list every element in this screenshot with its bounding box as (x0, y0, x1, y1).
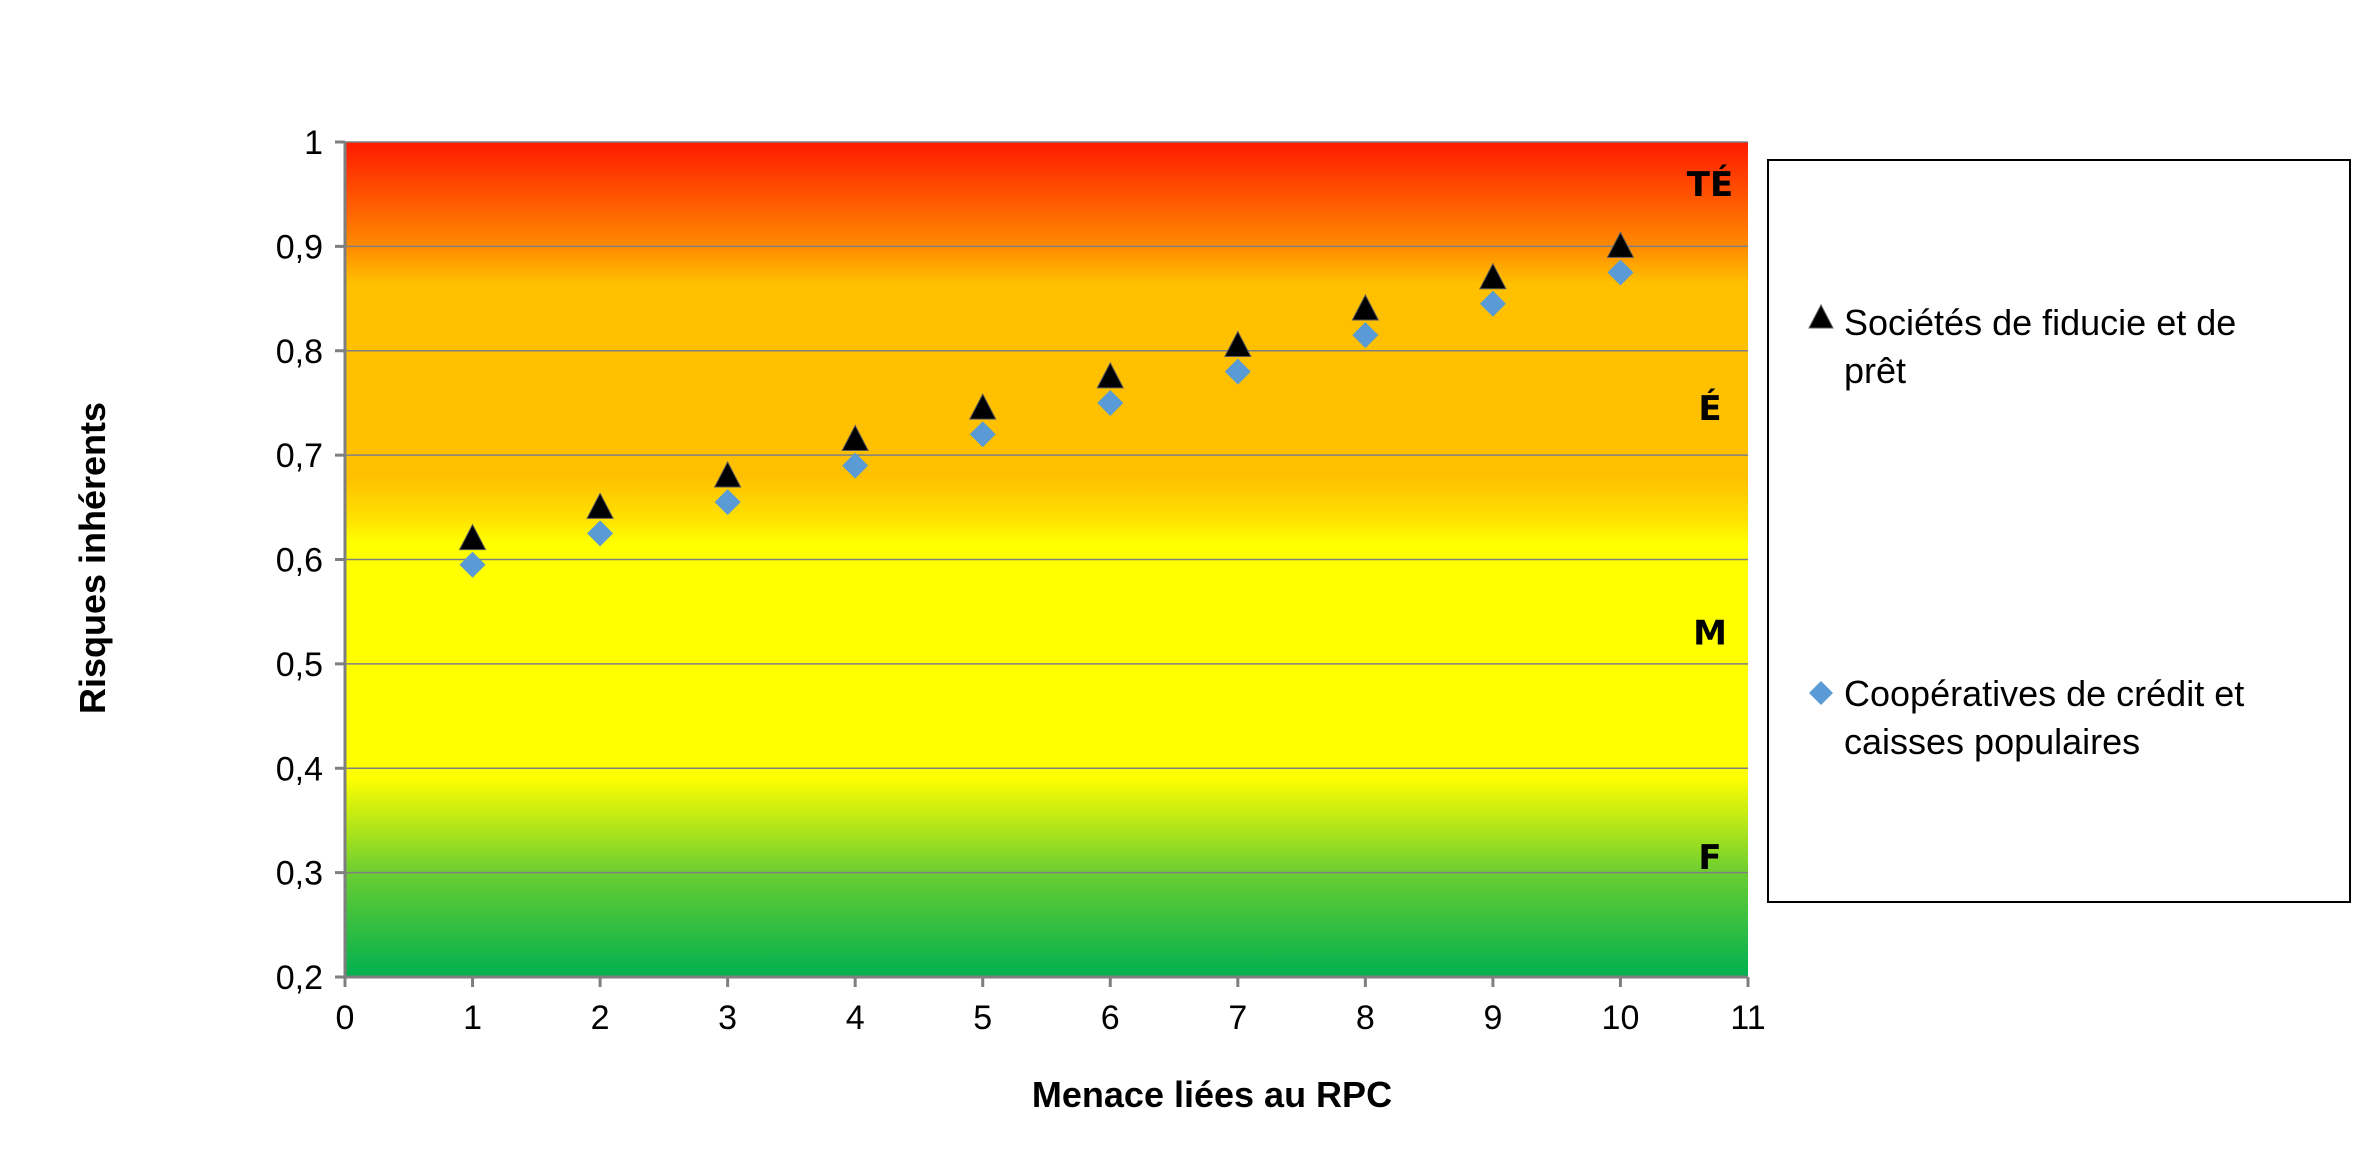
zone-label: M (1693, 614, 1727, 654)
zone-label: É (1698, 388, 1721, 429)
series-2-point (1352, 322, 1379, 349)
legend-box (1767, 159, 2351, 903)
zone-label: TÉ (1687, 164, 1733, 205)
series-2-point (587, 520, 614, 547)
x-tick-label: 1 (463, 999, 482, 1037)
grid-lines (345, 141, 1748, 874)
series-2-point (842, 452, 869, 479)
y-tick-label: 1 (304, 124, 323, 162)
x-tick-label: 8 (1356, 999, 1375, 1037)
y-tick-label: 0,8 (276, 333, 323, 371)
series-1-point (968, 393, 997, 420)
series-1-point (1606, 231, 1635, 258)
y-tick-label: 0,4 (276, 750, 323, 788)
y-ticks: 0,2 0,3 0,4 0,5 0,6 0,7 0,8 0,9 1 (276, 124, 345, 997)
x-tick-label: 5 (973, 999, 992, 1037)
y-tick-label: 0,2 (276, 959, 323, 997)
series-1-point (841, 424, 870, 451)
y-tick-label: 0,5 (276, 646, 323, 684)
x-ticks: 0 1 2 3 4 5 6 7 8 9 10 11 (336, 977, 1766, 1037)
series-1-point (586, 492, 614, 519)
series-2-point (714, 489, 741, 516)
x-tick-label: 10 (1602, 999, 1640, 1037)
legend-triangle-marker (1808, 303, 1834, 329)
y-tick-label: 0,9 (276, 228, 323, 266)
series-layer (458, 231, 1635, 578)
y-tick-label: 0,7 (276, 437, 323, 475)
x-tick-label: 0 (336, 999, 355, 1037)
legend-diamond-marker (1809, 681, 1833, 705)
x-tick-label: 4 (846, 999, 865, 1037)
x-tick-label: 6 (1101, 999, 1120, 1037)
legend-series-2-line-2: caisses populaires (1844, 721, 2140, 762)
x-tick-label: 2 (591, 999, 610, 1037)
y-tick-label: 0,6 (276, 542, 323, 580)
series-1-point (1223, 330, 1252, 358)
legend-series-1-line-1: Sociétés de fiducie et de (1844, 302, 2236, 343)
series-2-point (1479, 290, 1506, 317)
legend-series-1-line-2: prêt (1844, 350, 1906, 391)
series-1-point (458, 523, 487, 551)
legend-series-2-line-1: Coopératives de crédit et (1844, 673, 2244, 714)
x-tick-label: 3 (718, 999, 737, 1037)
y-tick-label: 0,3 (276, 855, 323, 893)
x-axis-title: Menace liées au RPC (1032, 1074, 1392, 1115)
series-1-point (1479, 262, 1507, 290)
x-tick-label: 7 (1228, 999, 1247, 1037)
x-tick-label: 9 (1483, 999, 1502, 1037)
x-tick-label: 11 (1730, 999, 1765, 1037)
series-2-point (459, 551, 486, 578)
y-axis-title: Risques inhérents (72, 402, 113, 714)
series-2-point (969, 421, 996, 448)
zone-labels: TÉ É M F (1687, 164, 1733, 878)
legend: Sociétés de fiducie et de prêt Coopérati… (1767, 159, 2351, 903)
series-1-point (1096, 361, 1125, 389)
zone-label: F (1698, 838, 1721, 878)
series-2-point (1224, 358, 1251, 385)
series-1-point (713, 460, 742, 488)
series-2-point (1097, 389, 1124, 416)
series-2-point (1607, 259, 1634, 286)
series-1-point (1351, 293, 1380, 321)
